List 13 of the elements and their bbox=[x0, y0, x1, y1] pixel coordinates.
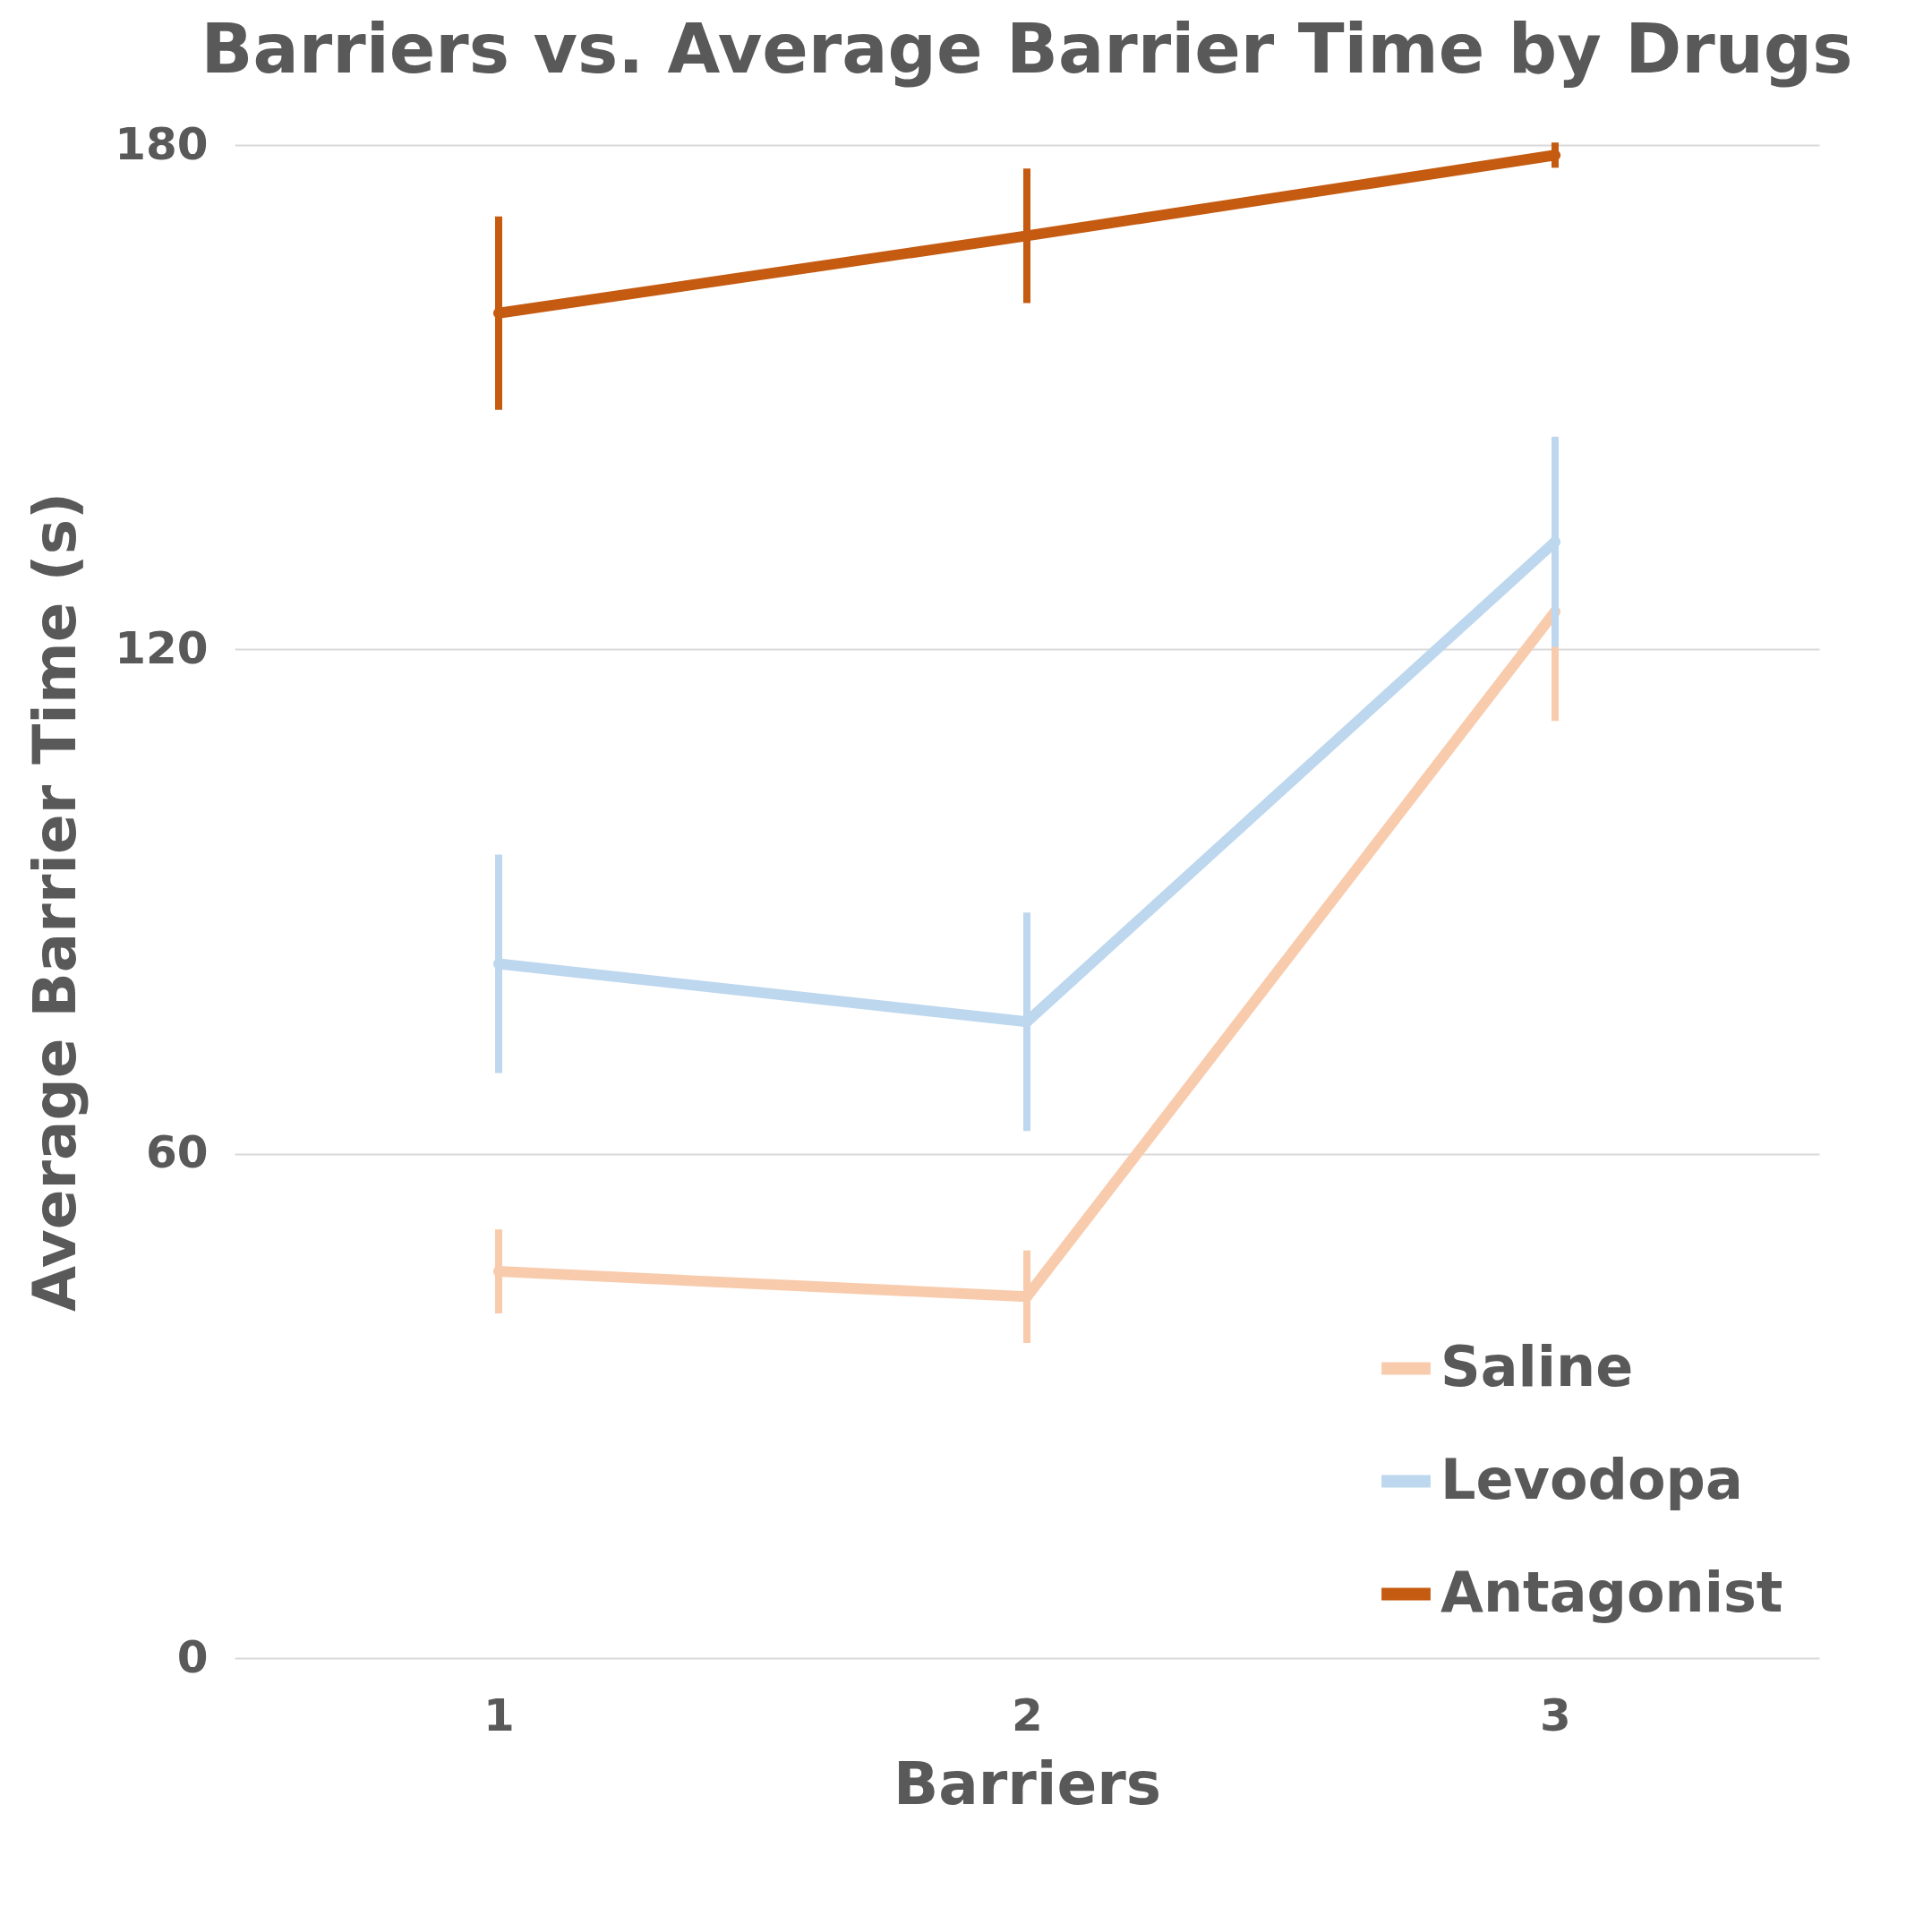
legend-label: Saline bbox=[1440, 1333, 1634, 1399]
y-axis-title: Average Barrier Time (s) bbox=[21, 492, 90, 1313]
x-tick-label: 3 bbox=[1540, 1689, 1571, 1741]
x-axis-title: Barriers bbox=[893, 1749, 1162, 1818]
legend-label: Antagonist bbox=[1440, 1559, 1783, 1625]
y-tick-label: 180 bbox=[115, 117, 209, 170]
x-tick-label: 1 bbox=[483, 1689, 515, 1741]
y-tick-label: 60 bbox=[145, 1126, 209, 1179]
y-tick-label: 120 bbox=[115, 621, 209, 674]
x-tick-label: 2 bbox=[1012, 1689, 1043, 1741]
chart-title: Barriers vs. Average Barrier Time by Drugs bbox=[201, 9, 1853, 89]
legend-label: Levodopa bbox=[1440, 1446, 1743, 1512]
y-tick-label: 0 bbox=[176, 1630, 209, 1683]
